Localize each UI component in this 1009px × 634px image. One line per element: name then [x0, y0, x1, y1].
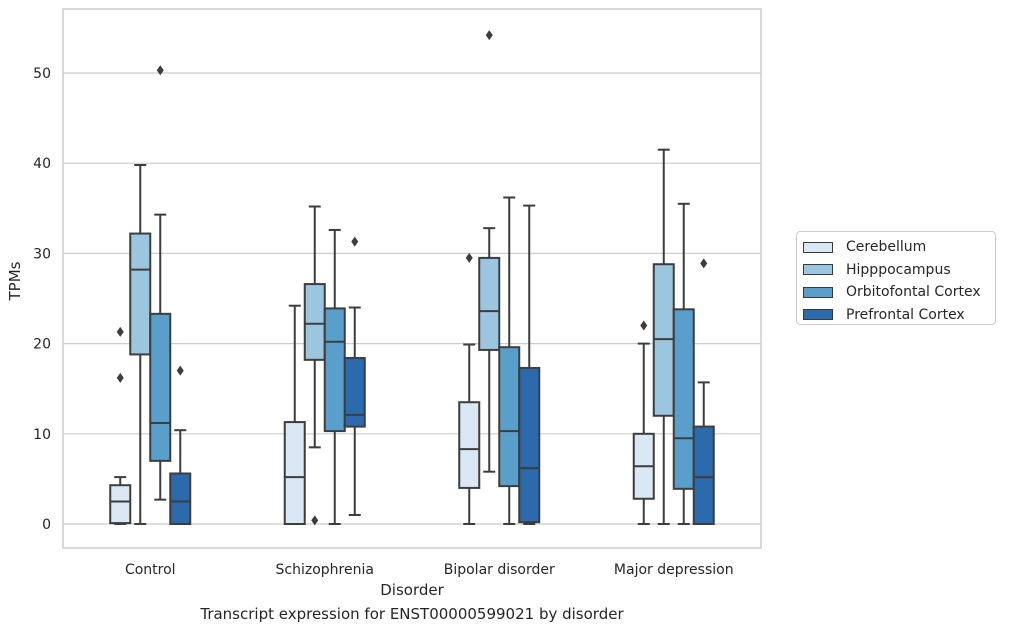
outlier-point: [156, 65, 164, 76]
legend-item: Orbitofontal Cortex: [803, 281, 995, 304]
legend-label: Prefrontal Cortex: [846, 306, 965, 323]
box: [303, 283, 326, 361]
y-axis-label: TPMs: [6, 261, 24, 301]
y-tick-label: 0: [42, 517, 51, 533]
box: [149, 312, 172, 462]
chart-legend: Cerebellum Hipppocampus Orbitofontal Corte…: [796, 231, 996, 325]
figure-caption: Transcript expression for ENST0000059902…: [200, 605, 624, 623]
box-plot: [149, 65, 172, 501]
y-tick-label: 20: [33, 337, 51, 353]
legend-item: Prefrontal Cortex: [803, 304, 995, 327]
box: [283, 421, 306, 526]
x-axis-ticks: Control Schizophrenia Bipolar disorder Majo…: [125, 562, 734, 578]
box-plot: [672, 202, 695, 525]
legend-label: Cerebellum: [846, 239, 927, 256]
box: [692, 425, 715, 526]
legend-swatch: [803, 309, 833, 321]
box-plot: [478, 30, 501, 473]
box: [169, 472, 192, 526]
legend-item: Hipppocampus: [803, 259, 995, 282]
box-plot: [303, 205, 326, 526]
outlier-point: [485, 30, 493, 41]
box: [343, 357, 366, 428]
box-plot: [652, 148, 675, 525]
outlier-point: [465, 252, 473, 263]
box-plot: [498, 196, 521, 525]
box: [109, 484, 132, 525]
box-plot: [343, 236, 366, 516]
box-plot: [323, 228, 346, 525]
y-tick-label: 10: [33, 427, 51, 443]
x-tick-label: Control: [125, 562, 176, 578]
box-plot: [692, 258, 715, 526]
box: [129, 232, 152, 356]
box-plots: [109, 30, 715, 526]
legend-swatch: [803, 286, 833, 298]
x-tick-label: Major depression: [614, 562, 734, 578]
legend-label: Orbitofontal Cortex: [846, 284, 981, 301]
box: [498, 346, 521, 488]
x-tick-label: Bipolar disorder: [444, 562, 555, 578]
box-plot: [632, 320, 655, 525]
outlier-point: [311, 515, 319, 526]
legend-swatch: [803, 241, 833, 253]
box-plot: [283, 304, 306, 526]
legend-swatch: [803, 264, 833, 276]
outlier-point: [640, 320, 648, 331]
x-axis-label: Disorder: [380, 581, 444, 599]
box-plot: [129, 164, 152, 525]
box: [478, 256, 501, 351]
box-plot: [458, 252, 481, 525]
box: [518, 366, 541, 524]
box: [672, 308, 695, 490]
outlier-point: [116, 326, 124, 337]
box-plot: [109, 326, 132, 525]
legend-item: Cerebellum: [803, 236, 995, 259]
outlier-point: [700, 258, 708, 269]
plot-area-frame: [62, 8, 762, 549]
outlier-point: [351, 236, 359, 247]
box-plot: [518, 204, 541, 525]
y-axis-ticks: 0 10 20 30 40 50: [33, 66, 51, 533]
x-tick-label: Schizophrenia: [276, 562, 374, 578]
outlier-point: [176, 365, 184, 376]
y-tick-label: 50: [33, 66, 51, 82]
legend-label: Hipppocampus: [846, 261, 951, 278]
outlier-point: [116, 372, 124, 383]
box: [323, 307, 346, 433]
y-tick-label: 30: [33, 246, 51, 262]
box-plot: [169, 365, 192, 526]
y-tick-label: 40: [33, 156, 51, 172]
box: [458, 401, 481, 489]
